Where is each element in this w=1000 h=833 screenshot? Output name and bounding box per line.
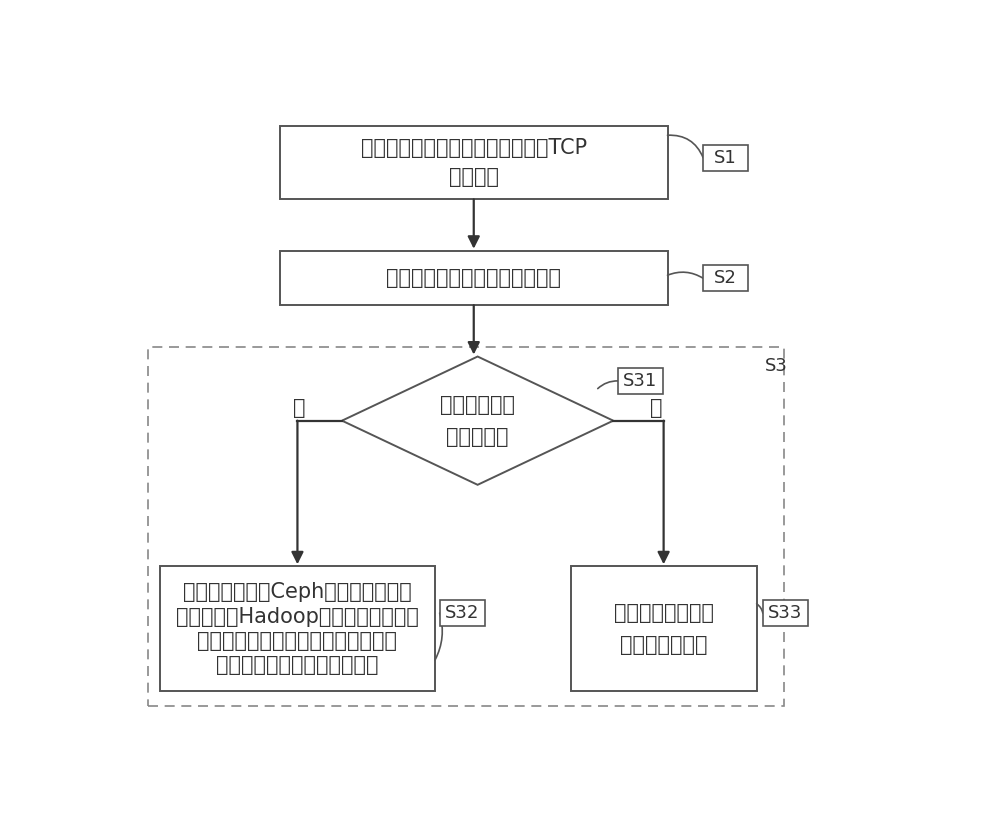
Bar (440, 601, 485, 626)
Text: S3: S3 (765, 357, 787, 375)
Text: 数据进行实时统计、告警并基于大数: 数据进行实时统计、告警并基于大数 (197, 631, 397, 651)
Text: S31: S31 (623, 372, 658, 390)
Bar (160, 566, 435, 691)
Text: 会话流表: 会话流表 (449, 167, 499, 187)
Text: 储，并采用Hadoop分布式计算对存储: 储，并采用Hadoop分布式计算对存储 (176, 606, 419, 626)
Text: 加载邮件还原库，提取邮件数据: 加载邮件还原库，提取邮件数据 (386, 268, 561, 288)
Bar (703, 145, 748, 171)
Polygon shape (342, 357, 613, 485)
Text: S1: S1 (714, 148, 737, 167)
Text: 计、告警及隔离: 计、告警及隔离 (620, 635, 707, 655)
Text: S2: S2 (714, 269, 737, 287)
Bar (703, 266, 748, 291)
Bar (763, 601, 808, 626)
Text: 是: 是 (650, 398, 662, 418)
Bar (280, 126, 668, 199)
Text: 对邮件数据采用Ceph非结构化数据存: 对邮件数据采用Ceph非结构化数据存 (183, 582, 412, 602)
Text: S33: S33 (768, 604, 802, 622)
Text: S32: S32 (445, 604, 479, 622)
Text: 采集邮件数据，启动时间轮，管理TCP: 采集邮件数据，启动时间轮，管理TCP (361, 138, 587, 158)
Bar (618, 368, 663, 394)
Bar (148, 347, 784, 706)
Text: 是否有威胁: 是否有威胁 (446, 426, 509, 446)
Text: 对邮件数据进行统: 对邮件数据进行统 (614, 603, 714, 623)
Text: 判断邮件数据: 判断邮件数据 (440, 395, 515, 415)
Text: 据对趋势行为进行分析和统计: 据对趋势行为进行分析和统计 (216, 656, 379, 676)
Bar (280, 251, 668, 305)
Bar (571, 566, 757, 691)
Text: 否: 否 (293, 398, 306, 418)
